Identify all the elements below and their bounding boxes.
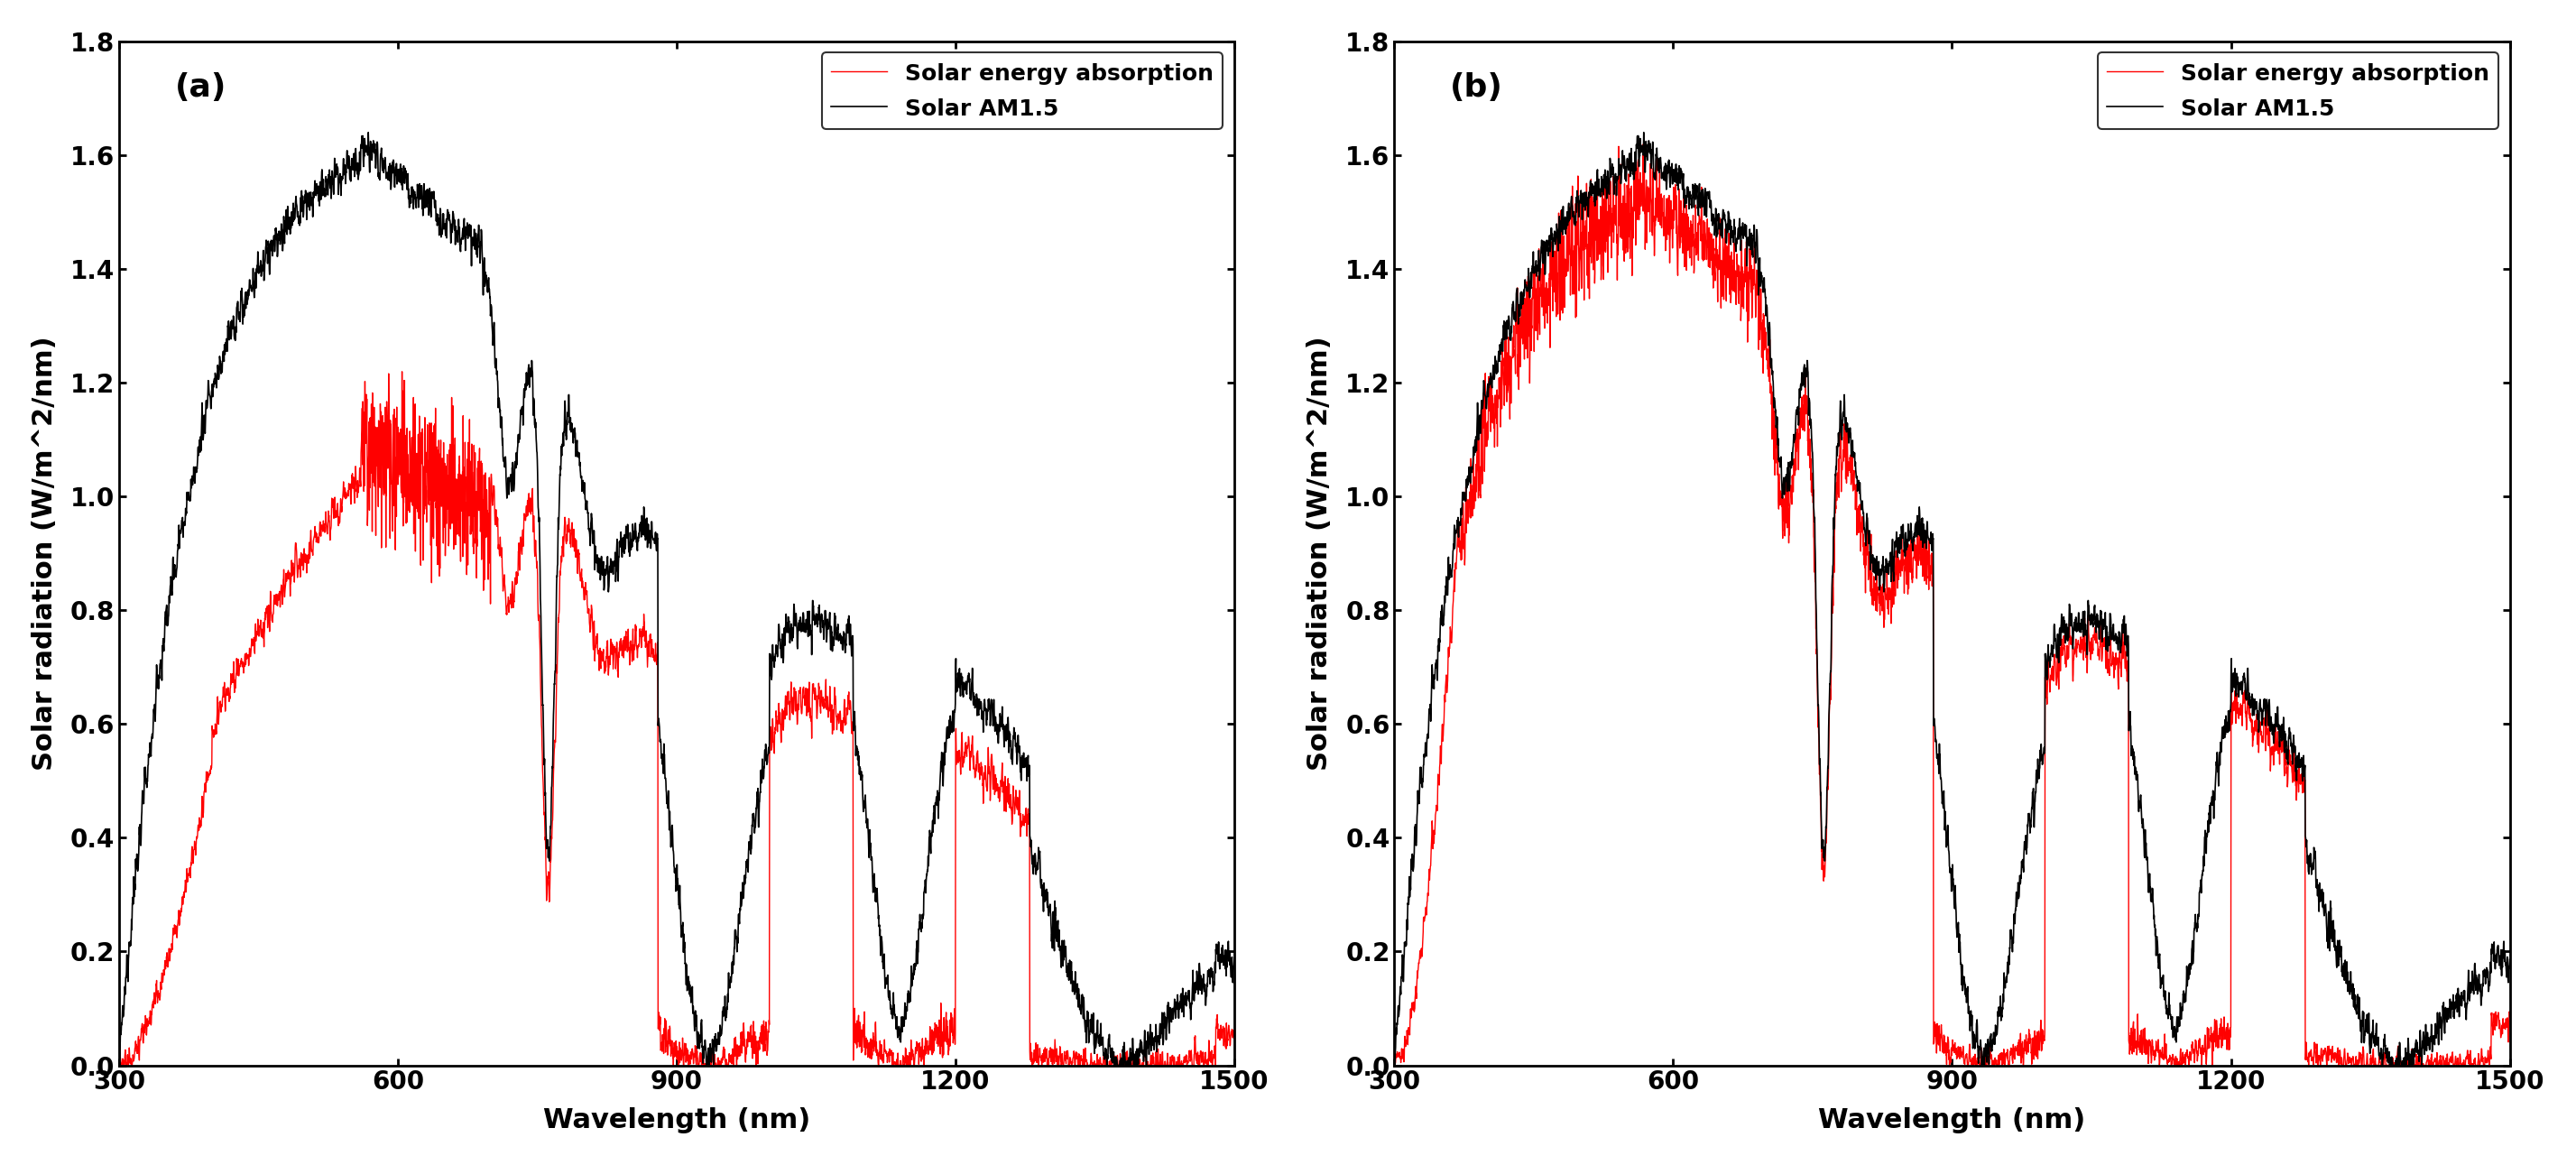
Solar energy absorption <box>1218 1024 1249 1038</box>
Solar AM1.5 <box>634 524 665 538</box>
Line: Solar AM1.5: Solar AM1.5 <box>118 133 1234 1065</box>
Solar energy absorption <box>1128 1047 1159 1061</box>
Solar AM1.5 <box>572 507 603 521</box>
Line: Solar AM1.5: Solar AM1.5 <box>1394 133 2509 1065</box>
Line: Solar energy absorption: Solar energy absorption <box>118 372 1234 1065</box>
Solar AM1.5 <box>582 556 613 570</box>
Solar AM1.5 <box>1847 507 1878 521</box>
Solar AM1.5 <box>1857 556 1888 570</box>
Solar energy absorption <box>103 1058 134 1072</box>
Legend: Solar energy absorption, Solar AM1.5: Solar energy absorption, Solar AM1.5 <box>822 52 1224 129</box>
Solar AM1.5 <box>1185 980 1216 994</box>
Solar energy absorption <box>572 602 603 616</box>
Solar energy absorption <box>2406 1052 2437 1066</box>
Solar energy absorption <box>1847 528 1878 542</box>
Solar AM1.5 <box>1965 1058 1996 1072</box>
Solar AM1.5 <box>914 824 945 838</box>
Solar energy absorption <box>582 634 613 648</box>
Solar energy absorption <box>2190 1028 2221 1042</box>
Y-axis label: Solar radiation (W/m^2/nm): Solar radiation (W/m^2/nm) <box>1306 336 1332 770</box>
Solar AM1.5 <box>1378 1052 1409 1066</box>
Legend: Solar energy absorption, Solar AM1.5: Solar energy absorption, Solar AM1.5 <box>2097 52 2499 129</box>
Solar AM1.5 <box>2190 824 2221 838</box>
Solar energy absorption <box>914 1033 945 1047</box>
Solar AM1.5 <box>353 126 384 140</box>
Solar energy absorption <box>634 636 665 650</box>
Solar AM1.5 <box>2494 953 2524 967</box>
Solar energy absorption <box>1857 598 1888 612</box>
Text: (b): (b) <box>1450 72 1504 103</box>
Solar AM1.5 <box>1909 524 1940 538</box>
Solar AM1.5 <box>1218 953 1249 967</box>
Solar energy absorption <box>2460 1058 2491 1072</box>
Solar AM1.5 <box>2406 1031 2437 1045</box>
X-axis label: Wavelength (nm): Wavelength (nm) <box>544 1108 811 1134</box>
X-axis label: Wavelength (nm): Wavelength (nm) <box>1819 1108 2087 1134</box>
Solar energy absorption <box>2494 1010 2524 1024</box>
Solar energy absorption <box>1185 1044 1216 1058</box>
Solar AM1.5 <box>2460 980 2491 994</box>
Solar energy absorption <box>386 365 417 379</box>
Solar AM1.5 <box>103 1052 134 1066</box>
Solar AM1.5 <box>690 1058 721 1072</box>
Text: (a): (a) <box>175 72 227 103</box>
Y-axis label: Solar radiation (W/m^2/nm): Solar radiation (W/m^2/nm) <box>31 336 57 770</box>
Solar energy absorption <box>106 1058 137 1072</box>
Solar AM1.5 <box>1628 126 1659 140</box>
Line: Solar energy absorption: Solar energy absorption <box>1394 144 2509 1065</box>
Solar energy absorption <box>1628 137 1659 151</box>
Solar energy absorption <box>1378 1058 1409 1072</box>
Solar energy absorption <box>1909 566 1940 580</box>
Solar AM1.5 <box>1128 1031 1159 1045</box>
